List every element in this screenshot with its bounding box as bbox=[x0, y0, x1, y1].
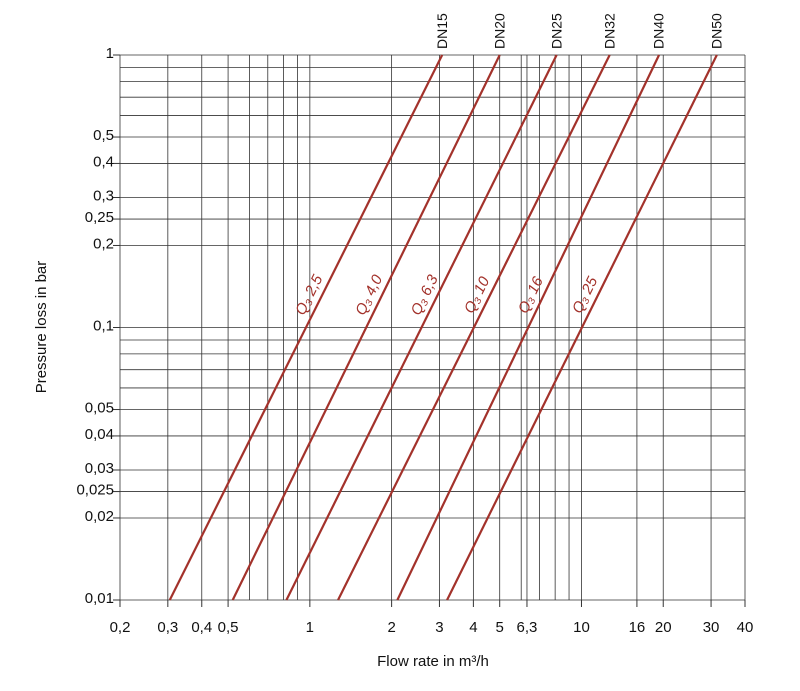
y-tick-label: 0,3 bbox=[93, 187, 114, 204]
x-tick-label: 6,3 bbox=[517, 619, 538, 636]
series-name: DN15 bbox=[434, 13, 450, 49]
series-name: DN50 bbox=[709, 13, 725, 49]
x-tick-label: 30 bbox=[703, 619, 720, 636]
series-name: DN40 bbox=[651, 13, 667, 49]
y-tick-label: 0,2 bbox=[93, 235, 114, 252]
x-tick-label: 0,4 bbox=[191, 619, 212, 636]
y-tick-label: 0,25 bbox=[85, 209, 114, 226]
y-tick-label: 0,02 bbox=[85, 508, 114, 525]
series-line bbox=[168, 54, 444, 601]
y-tick-label: 0,025 bbox=[76, 482, 114, 499]
x-tick-label: 16 bbox=[629, 619, 646, 636]
x-tick-label: 0,3 bbox=[157, 619, 178, 636]
y-tick-label: 0,03 bbox=[85, 460, 114, 477]
x-tick-label: 0,5 bbox=[218, 619, 239, 636]
y-tick-label: 1 bbox=[106, 45, 114, 62]
series-annotation: Q₃ 16 bbox=[515, 274, 547, 317]
x-tick-label: 1 bbox=[306, 619, 314, 636]
x-tick-label: 10 bbox=[573, 619, 590, 636]
x-tick-label: 5 bbox=[496, 619, 504, 636]
series-name: DN25 bbox=[548, 13, 564, 49]
y-axis-label: Pressure loss in bar bbox=[33, 261, 50, 394]
x-tick-label: 2 bbox=[387, 619, 395, 636]
series-line bbox=[396, 54, 661, 601]
x-tick-label: 3 bbox=[435, 619, 443, 636]
y-tick-label: 0,04 bbox=[85, 426, 114, 443]
y-tick-label: 0,5 bbox=[93, 127, 114, 144]
series-line bbox=[231, 54, 501, 601]
series-line bbox=[337, 54, 611, 601]
x-axis-label: Flow rate in m³/h bbox=[377, 653, 489, 670]
series-name: DN20 bbox=[491, 13, 507, 49]
y-tick-label: 0,01 bbox=[85, 590, 114, 607]
x-tick-label: 4 bbox=[469, 619, 477, 636]
y-tick-label: 0,05 bbox=[85, 399, 114, 416]
series-line bbox=[285, 54, 558, 601]
series-annotation: Q₃ 25 bbox=[569, 274, 602, 317]
x-tick-label: 0,2 bbox=[110, 619, 131, 636]
x-tick-label: 40 bbox=[737, 619, 754, 636]
series-line bbox=[446, 54, 718, 601]
series-annotation: Q₃ 10 bbox=[461, 274, 494, 317]
y-tick-label: 0,1 bbox=[93, 317, 114, 334]
x-tick-label: 20 bbox=[655, 619, 672, 636]
y-tick-label: 0,4 bbox=[93, 153, 114, 170]
series-name: DN32 bbox=[601, 13, 617, 49]
